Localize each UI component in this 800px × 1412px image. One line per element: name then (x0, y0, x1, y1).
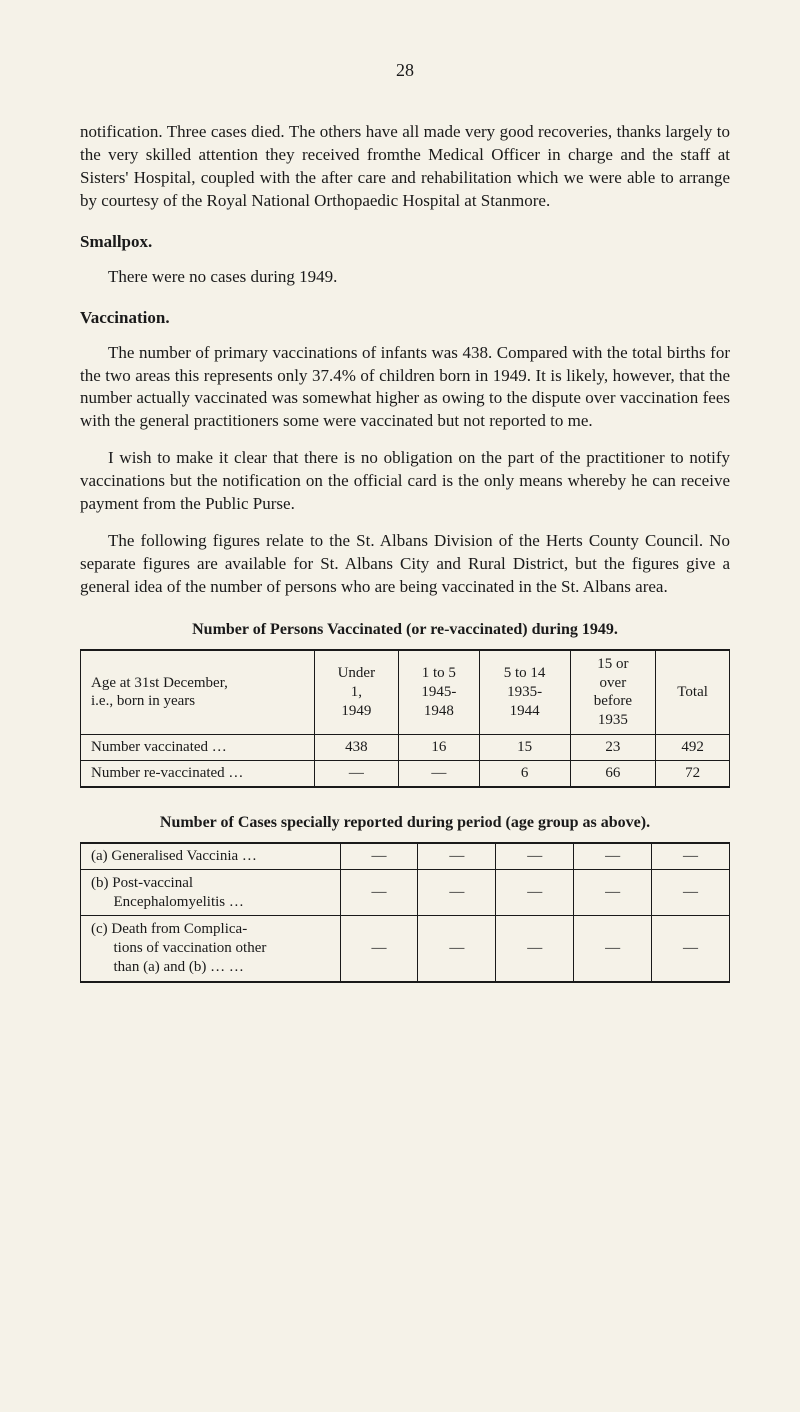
table2-r0-c1: — (340, 843, 418, 870)
table-cases: (a) Generalised Vaccinia … — — — — — (b)… (80, 842, 730, 983)
table2-r0-c5: — (652, 843, 730, 870)
table1-r0-c5: 492 (656, 734, 730, 760)
table2-r1-label: (b) Post-vaccinal Encephalomyelitis … (81, 869, 341, 916)
table1-r1-c4: 66 (570, 760, 656, 787)
table1-head-c4: 15 oroverbefore1935 (570, 650, 656, 735)
table1-r0-c2: 16 (399, 734, 480, 760)
table-row: Age at 31st December,i.e., born in years… (81, 650, 730, 735)
table-vaccinated: Age at 31st December,i.e., born in years… (80, 649, 730, 788)
table1-r0-c1: 438 (314, 734, 398, 760)
table1-r1-c2: — (399, 760, 480, 787)
table2-r2-c5: — (652, 916, 730, 982)
page-container: 28 notification. Three cases died. The o… (0, 0, 800, 1069)
table2-r2-label: (c) Death from Complica- tions of vaccin… (81, 916, 341, 982)
table1-r1-c1: — (314, 760, 398, 787)
table2-r1-c2: — (418, 869, 496, 916)
table1-head-c1: Under1,1949 (314, 650, 398, 735)
table2-r0-c2: — (418, 843, 496, 870)
page-number: 28 (80, 60, 730, 81)
table-row: Number re-vaccinated … — — 6 66 72 (81, 760, 730, 787)
table-row: (a) Generalised Vaccinia … — — — — — (81, 843, 730, 870)
table1-r0-c3: 15 (479, 734, 570, 760)
table2-title: Number of Cases specially reported durin… (80, 814, 730, 832)
table2-r0-c3: — (496, 843, 574, 870)
table2-r2-c1: — (340, 916, 418, 982)
table2-r1-c1: — (340, 869, 418, 916)
table-row: (c) Death from Complica- tions of vaccin… (81, 916, 730, 982)
table2-r2-c3: — (496, 916, 574, 982)
paragraph-notification: notification. Three cases died. The othe… (80, 121, 730, 213)
paragraph-vaccination-3: The following figures relate to the St. … (80, 530, 730, 599)
table1-r1-c3: 6 (479, 760, 570, 787)
table-row: (b) Post-vaccinal Encephalomyelitis … — … (81, 869, 730, 916)
table2-r2-c2: — (418, 916, 496, 982)
table1-title: Number of Persons Vaccinated (or re-vacc… (80, 621, 730, 639)
table1-r1-label: Number re-vaccinated … (81, 760, 315, 787)
table1-r0-label: Number vaccinated … (81, 734, 315, 760)
heading-smallpox: Smallpox. (80, 231, 730, 254)
table2-r1-c4: — (574, 869, 652, 916)
table-row: Number vaccinated … 438 16 15 23 492 (81, 734, 730, 760)
table1-head-c5: Total (656, 650, 730, 735)
paragraph-vaccination-1: The number of primary vaccinations of in… (80, 342, 730, 434)
table1-r1-c5: 72 (656, 760, 730, 787)
paragraph-smallpox-body: There were no cases during 1949. (80, 266, 730, 289)
table1-head-c2: 1 to 51945-1948 (399, 650, 480, 735)
table1-head-rowlabel: Age at 31st December,i.e., born in years (81, 650, 315, 735)
table2-r0-label: (a) Generalised Vaccinia … (81, 843, 341, 870)
table2-r0-c4: — (574, 843, 652, 870)
table2-r1-c5: — (652, 869, 730, 916)
paragraph-vaccination-2: I wish to make it clear that there is no… (80, 447, 730, 516)
table1-head-c3: 5 to 141935-1944 (479, 650, 570, 735)
table2-r2-c4: — (574, 916, 652, 982)
heading-vaccination: Vaccination. (80, 307, 730, 330)
table2-r1-c3: — (496, 869, 574, 916)
table1-r0-c4: 23 (570, 734, 656, 760)
